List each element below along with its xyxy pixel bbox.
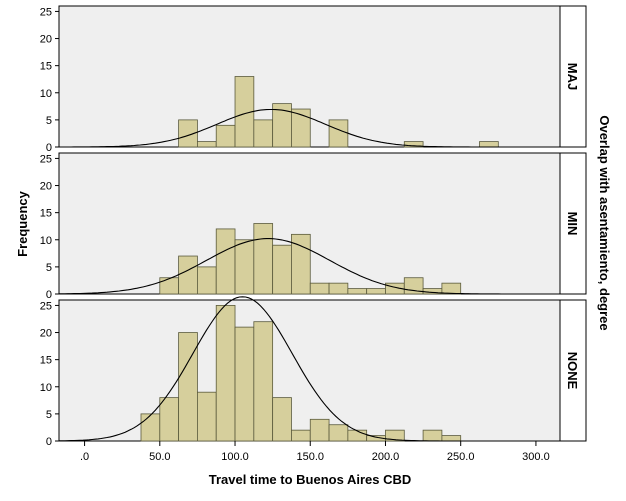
x-tick-label: 200.0 [372,451,400,463]
panel-strip [559,152,587,295]
y-tick-label: 5 [46,115,52,127]
normal-curve [59,238,559,295]
y-tick-label: 25 [40,6,52,18]
x-axis: .0 50.0 100.0 150.0 200.0 250.0 300.0 [80,441,550,463]
histogram-bar [234,326,255,442]
y-tick-label: 5 [46,262,52,274]
histogram-bar [197,266,217,295]
histogram-bar [291,233,311,295]
histogram-bar [253,119,274,148]
histogram-bar [403,141,424,148]
x-tick-label: 50.0 [149,451,170,463]
panel-none: 0 5 10 15 20 25 NONE [40,296,587,448]
y-tick-label: 15 [40,355,52,367]
x-tick-label: 150.0 [296,451,324,463]
histogram-bar [366,288,386,295]
histogram-bar [234,239,255,295]
histogram-bar [328,282,349,295]
panels-layer: 0 5 10 15 20 25 MAJ 0 5 10 15 20 25 MIN 0 5 10 15 20 25 NONE [40,5,587,448]
panel-variable-title: Overlap with asentamiento, degree [597,115,612,330]
histogram-bar [159,397,180,442]
histogram-bar [140,413,161,442]
x-tick-label: .0 [80,451,89,463]
histogram-bar [215,305,236,442]
histogram-bar [272,244,292,295]
panel-min: 0 5 10 15 20 25 MIN [40,152,587,301]
panel-label: NONE [565,352,580,390]
y-tick-label: 20 [40,328,52,340]
histogram-bar [385,429,405,442]
y-tick-label: 0 [46,289,52,301]
y-axis-title: Frequency [15,190,30,257]
panel-label: MAJ [565,63,580,90]
x-tick-label: 250.0 [447,451,475,463]
y-tick-label: 20 [40,34,52,46]
x-axis-title: Travel time to Buenos Aires CBD [209,472,412,487]
histogram-bar [347,288,368,295]
histogram-bar [215,124,236,148]
histogram-bar [309,282,330,295]
histogram-bar [215,228,236,295]
y-tick-label: 25 [40,300,52,312]
histogram-bar [272,397,292,442]
histogram-bar [441,282,462,295]
histogram-bar [178,255,198,295]
y-tick-label: 10 [40,88,52,100]
y-tick-label: 10 [40,382,52,394]
y-tick-label: 15 [40,208,52,220]
histogram-bar [197,391,217,442]
panel-maj: 0 5 10 15 20 25 MAJ [40,5,587,154]
panel-strip [559,299,587,442]
histogram-bar [159,277,180,295]
y-tick-label: 10 [40,235,52,247]
y-tick-label: 20 [40,181,52,193]
histogram-bar [422,429,443,442]
panel-background [58,299,561,442]
histogram-bar [441,435,462,442]
panel-label: MIN [565,212,580,236]
histogram-bar [328,424,349,442]
y-tick-label: 0 [46,142,52,154]
histogram-bar [178,332,198,442]
x-tick-label: 300.0 [522,451,550,463]
histogram-bar [479,141,499,148]
y-tick-label: 0 [46,436,52,448]
histogram-bar [328,119,349,148]
histogram-bar [178,119,198,148]
normal-curve [59,296,559,442]
histogram-bar [253,321,274,442]
normal-curve [59,108,559,148]
histogram-bar [291,429,311,442]
histogram-bar [197,141,217,148]
y-tick-label: 25 [40,153,52,165]
histogram-bar [309,418,330,442]
y-tick-label: 15 [40,61,52,73]
panel-strip [559,5,587,148]
histogram-bar [253,223,274,295]
histogram-bar [291,108,311,148]
x-tick-label: 100.0 [221,451,249,463]
histogram-bar [347,429,368,442]
y-tick-label: 5 [46,409,52,421]
